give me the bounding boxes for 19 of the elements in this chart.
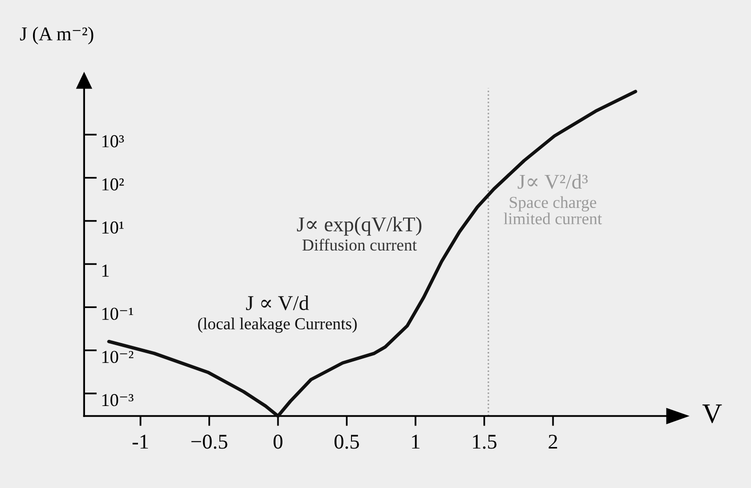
y-tick-label: 10³ bbox=[102, 135, 124, 148]
y-tick-label: 10⁻³ bbox=[102, 394, 134, 406]
y-tick-label: 10² bbox=[102, 178, 124, 190]
x-tick-label: 0 bbox=[274, 434, 282, 449]
x-tick-label: 1.5 bbox=[473, 434, 496, 449]
x-tick-label: 2 bbox=[548, 434, 558, 449]
x-tick-label: 0.5 bbox=[334, 434, 359, 449]
x-tick-label: 1 bbox=[412, 434, 420, 449]
y-tick-label: 10⁻¹ bbox=[102, 308, 134, 320]
x-tick-label: −0.5 bbox=[191, 434, 228, 449]
annotation: J∝ V²/d³ Space charge limited current bbox=[504, 174, 602, 224]
y-axis-title: J (A m⁻²) bbox=[20, 26, 94, 44]
y-tick-label: 1 bbox=[102, 264, 109, 277]
y-tick-label: 10⁻² bbox=[102, 350, 134, 364]
x-axis-title: V bbox=[702, 404, 722, 424]
x-tick-label: -1 bbox=[132, 434, 148, 449]
y-tick-label: 10¹ bbox=[102, 221, 124, 234]
annotation: J∝ exp(qV/kT) Diffusion current bbox=[296, 216, 422, 251]
annotation: J ∝ V/d (local leakage Currents) bbox=[198, 295, 357, 333]
